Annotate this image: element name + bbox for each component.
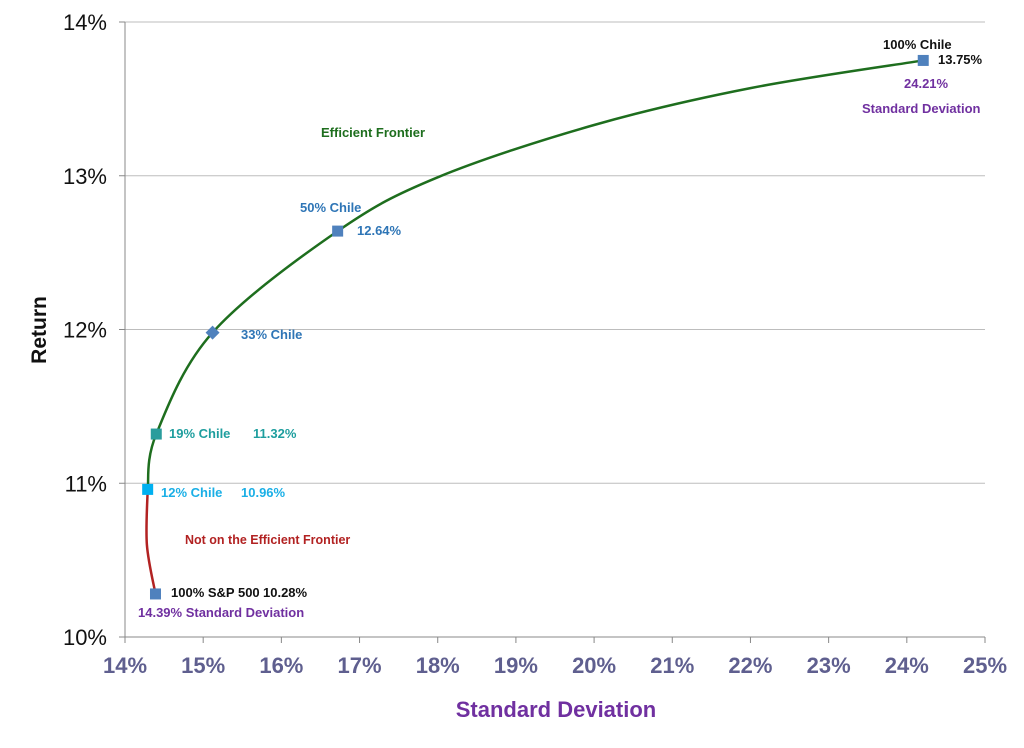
y-tick-label: 14% [63, 10, 107, 35]
x-tick-label: 14% [103, 653, 147, 678]
marker-33-chile [205, 325, 220, 340]
value-sp500: 10.28% [263, 585, 308, 600]
label-50-chile: 50% Chile [300, 200, 361, 215]
y-axis-title: Return [28, 296, 51, 364]
sd-label2-100-chile: Standard Deviation [862, 101, 981, 116]
marker-50-chile [332, 225, 344, 237]
x-tick-label: 15% [181, 653, 225, 678]
marker-100-chile [917, 54, 929, 66]
x-tick-label: 25% [963, 653, 1007, 678]
value-100-chile: 13.75% [938, 52, 983, 67]
y-tick-label: 10% [63, 625, 107, 650]
x-tick-label: 23% [807, 653, 851, 678]
sd-label-100-chile: 24.21% [904, 76, 949, 91]
x-tick-label: 17% [338, 653, 382, 678]
label-19-chile: 19% Chile [169, 426, 230, 441]
sd-label-sp500: 14.39% Standard Deviation [138, 605, 304, 620]
annotation-efficient-frontier: Efficient Frontier [321, 125, 425, 140]
value-19-chile: 11.32% [253, 426, 297, 441]
x-tick-label: 18% [416, 653, 460, 678]
x-tick-label: 19% [494, 653, 538, 678]
marker-12-chile [142, 483, 154, 495]
x-axis-title: Standard Deviation [456, 697, 656, 722]
label-sp500: 100% S&P 500 [171, 585, 260, 600]
x-tick-label: 20% [572, 653, 616, 678]
label-33-chile: 33% Chile [241, 327, 302, 342]
y-tick-label: 12% [63, 318, 107, 343]
marker-100-s-p-500 [149, 588, 161, 600]
x-tick-label: 22% [728, 653, 772, 678]
label-12-chile: 12% Chile [161, 485, 222, 500]
x-tick-label: 24% [885, 653, 929, 678]
inefficient-curve [145, 489, 157, 595]
efficient-frontier-curve [146, 59, 924, 490]
annotation-not-efficient: Not on the Efficient Frontier [185, 533, 350, 547]
value-50-chile: 12.64% [357, 223, 402, 238]
x-tick-label: 16% [259, 653, 303, 678]
y-tick-label: 13% [63, 164, 107, 189]
y-tick-label: 11% [65, 471, 107, 496]
x-tick-label: 21% [650, 653, 694, 678]
value-12-chile: 10.96% [241, 485, 286, 500]
label-100-chile: 100% Chile [883, 37, 952, 52]
marker-19-chile [150, 428, 162, 440]
